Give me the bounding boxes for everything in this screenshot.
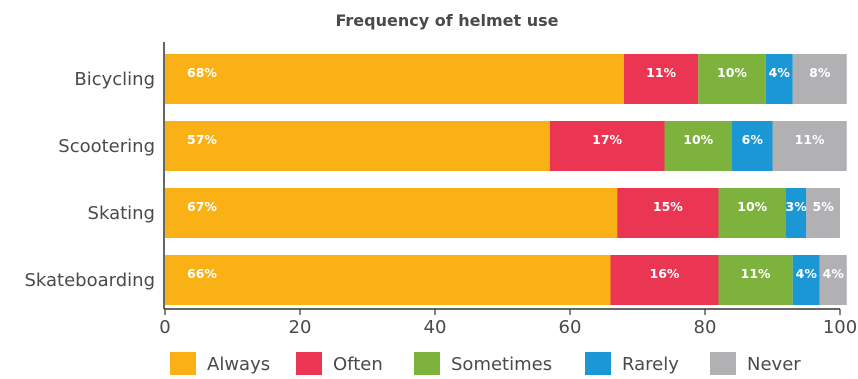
data-label-sometimes-skating: 10% bbox=[737, 199, 767, 214]
bar-rarely-skating bbox=[786, 188, 807, 238]
legend-label-never: Never bbox=[747, 354, 801, 375]
bar-sometimes-bicycling bbox=[698, 54, 766, 104]
chart-title: Frequency of helmet use bbox=[336, 11, 559, 30]
bar-often-bicycling bbox=[624, 54, 699, 104]
legend-label-sometimes: Sometimes bbox=[451, 354, 552, 375]
bar-often-skateboarding bbox=[610, 255, 719, 305]
legend: Always Often Sometimes Rarely Never bbox=[170, 352, 801, 375]
data-label-rarely-bicycling: 4% bbox=[769, 65, 791, 80]
data-label-always-skating: 67% bbox=[187, 199, 217, 214]
data-label-rarely-skateboarding: 4% bbox=[796, 266, 818, 281]
bar-never-scootering bbox=[772, 121, 847, 171]
data-label-often-bicycling: 11% bbox=[646, 65, 676, 80]
data-label-always-scootering: 57% bbox=[187, 132, 217, 147]
legend-swatch-often bbox=[296, 352, 322, 375]
legend-label-rarely: Rarely bbox=[622, 354, 679, 375]
data-label-sometimes-scootering: 10% bbox=[683, 132, 713, 147]
data-label-never-skateboarding: 4% bbox=[823, 266, 845, 281]
x-tick-label: 20 bbox=[289, 317, 312, 338]
data-label-often-skating: 15% bbox=[653, 199, 683, 214]
x-tick-label: 80 bbox=[694, 317, 717, 338]
data-label-always-skateboarding: 66% bbox=[187, 266, 217, 281]
category-label-skating: Skating bbox=[88, 203, 155, 224]
data-label-always-bicycling: 68% bbox=[187, 65, 217, 80]
bar-always-scootering bbox=[165, 121, 550, 171]
x-tick-label: 60 bbox=[559, 317, 582, 338]
data-label-often-skateboarding: 16% bbox=[650, 266, 680, 281]
x-tick-label: 0 bbox=[159, 317, 170, 338]
bar-sometimes-skateboarding bbox=[718, 255, 793, 305]
data-label-often-scootering: 17% bbox=[592, 132, 622, 147]
bar-sometimes-scootering bbox=[664, 121, 732, 171]
legend-swatch-never bbox=[710, 352, 736, 375]
x-axis: 0 20 40 60 80 100 bbox=[159, 42, 857, 338]
bars-group: 68% 11% 10% 4% 8% 57% 17% 10% 6% 11% 67% 15% 10% 3% 5%… bbox=[165, 54, 847, 305]
data-label-rarely-skating: 3% bbox=[786, 199, 808, 214]
category-label-scootering: Scootering bbox=[58, 136, 155, 157]
category-label-skateboarding: Skateboarding bbox=[24, 270, 155, 291]
data-label-sometimes-bicycling: 10% bbox=[717, 65, 747, 80]
bar-always-skating bbox=[165, 188, 618, 238]
category-label-bicycling: Bicycling bbox=[74, 69, 155, 90]
legend-swatch-always bbox=[170, 352, 196, 375]
x-tick-label: 40 bbox=[424, 317, 447, 338]
bar-rarely-skateboarding bbox=[792, 255, 820, 305]
bar-never-bicycling bbox=[792, 54, 847, 104]
data-label-never-scootering: 11% bbox=[795, 132, 825, 147]
bar-never-skating bbox=[806, 188, 840, 238]
legend-label-often: Often bbox=[333, 354, 383, 375]
bar-often-skating bbox=[617, 188, 719, 238]
legend-label-always: Always bbox=[207, 354, 270, 375]
bar-never-skateboarding bbox=[819, 255, 847, 305]
data-label-sometimes-skateboarding: 11% bbox=[741, 266, 771, 281]
data-label-never-skating: 5% bbox=[813, 199, 835, 214]
bar-often-scootering bbox=[549, 121, 665, 171]
bar-always-bicycling bbox=[165, 54, 624, 104]
bar-sometimes-skating bbox=[718, 188, 786, 238]
data-label-never-bicycling: 8% bbox=[809, 65, 831, 80]
legend-swatch-sometimes bbox=[414, 352, 440, 375]
bar-always-skateboarding bbox=[165, 255, 611, 305]
bar-rarely-scootering bbox=[732, 121, 773, 171]
bar-rarely-bicycling bbox=[765, 54, 793, 104]
legend-swatch-rarely bbox=[585, 352, 611, 375]
x-tick-label: 100 bbox=[823, 317, 857, 338]
category-labels: Bicycling Scootering Skating Skateboarding bbox=[24, 69, 155, 291]
data-label-rarely-scootering: 6% bbox=[742, 132, 764, 147]
